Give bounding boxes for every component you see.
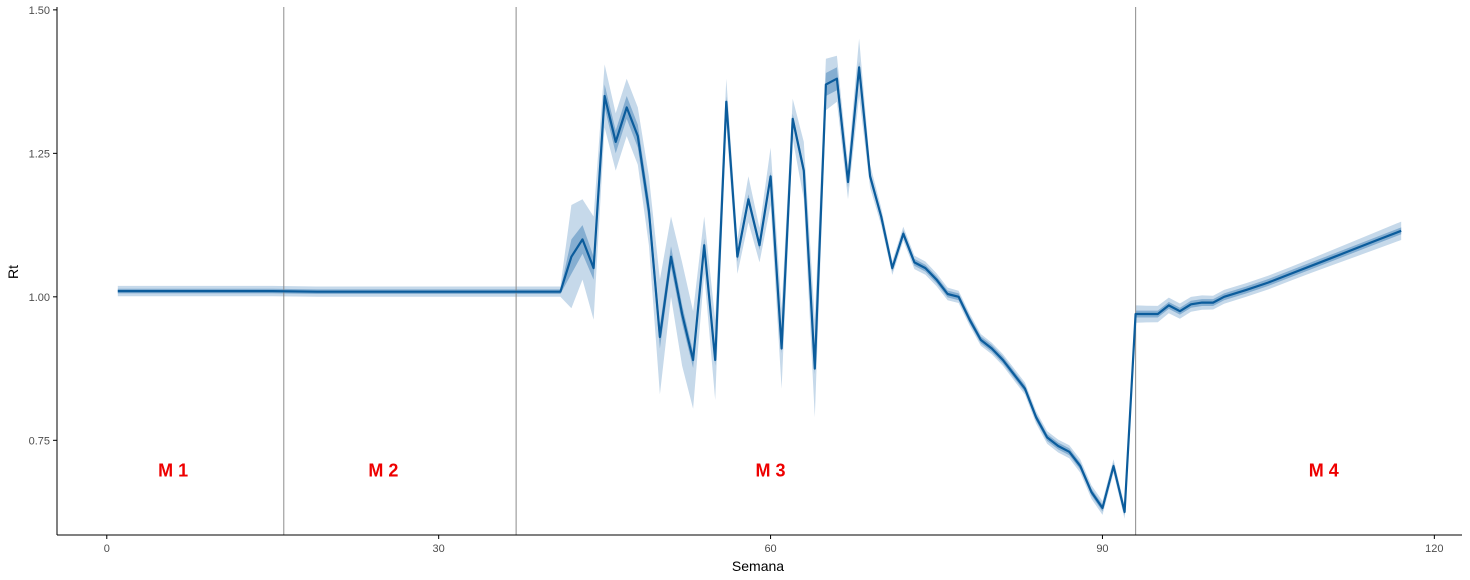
rt-line-path (117, 66, 1402, 514)
x-tick-label: 30 (433, 543, 445, 555)
period-divider-lines (283, 7, 1137, 535)
y-tick-label: 1.50 (29, 5, 50, 17)
period-label-m4: M 4 (1309, 461, 1339, 481)
y-axis-title: Rt (5, 265, 21, 279)
outer-band-area (117, 38, 1402, 519)
x-tick-label: 60 (764, 543, 776, 555)
confidence-band-outer (117, 38, 1402, 519)
period-label-m3: M 3 (756, 461, 786, 481)
period-labels: M 1 M 2 M 3 M 4 (158, 461, 1339, 481)
x-tick-label: 90 (1096, 543, 1108, 555)
y-tick-label: 0.75 (29, 435, 50, 447)
rt-series-line (117, 66, 1402, 514)
y-tick-label: 1.25 (29, 148, 50, 160)
axes: 0 30 60 90 120 0.75 1.00 1.25 1.50 (29, 5, 1462, 555)
y-tick-label: 1.00 (29, 292, 50, 304)
x-tick-label: 120 (1425, 543, 1443, 555)
period-label-m1: M 1 (158, 461, 188, 481)
period-label-m2: M 2 (368, 461, 398, 481)
x-axis-title: Semana (732, 558, 784, 574)
x-tick-label: 0 (104, 543, 110, 555)
